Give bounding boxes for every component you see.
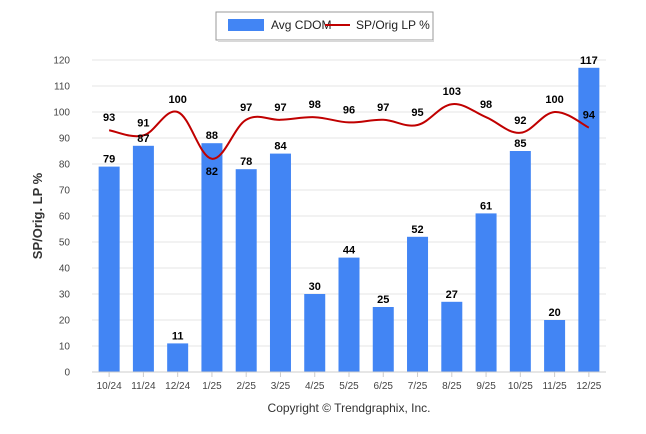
line-value-label: 95 (411, 107, 423, 119)
bar-2/25 (235, 169, 257, 372)
line-value-label: 100 (168, 94, 186, 106)
x-tick-label: 11/24 (131, 381, 156, 392)
bar-value-label: 11 (172, 330, 184, 342)
bar-3/25 (269, 153, 291, 372)
legend-box (215, 11, 434, 41)
line-value-label: 82 (206, 166, 218, 178)
legend-bar-label: Avg CDOM (271, 18, 331, 32)
y-tick-label: 40 (59, 264, 71, 275)
bar-9/25 (475, 213, 497, 372)
bar-value-label: 44 (343, 245, 356, 257)
bar-value-label: 117 (580, 55, 598, 67)
data-labels: 79 93 87 91 11 100 88 82 78 97 84 97 30 98 44 96 25 97 52 9… (103, 55, 598, 343)
bar-11/24 (132, 145, 154, 372)
line-sp-orig-lp (108, 103, 590, 160)
line-value-label: 97 (377, 102, 389, 114)
y-tick-label: 120 (53, 56, 70, 67)
bar-value-label: 30 (309, 281, 321, 293)
legend-box-shadow (218, 40, 434, 42)
bar-value-label: 88 (206, 130, 218, 142)
x-tick-label: 10/24 (97, 381, 122, 392)
bar-8/25 (441, 301, 463, 372)
line-value-label: 93 (103, 112, 115, 124)
bar-value-label: 79 (103, 154, 115, 166)
bar-value-label: 85 (514, 138, 526, 150)
x-tick-label: 5/25 (339, 381, 359, 392)
line-value-label: 100 (545, 94, 563, 106)
x-tick-labels: 10/24 11/24 12/24 1/25 2/25 3/25 4/25 5/25 6/25 7… (97, 372, 602, 392)
x-tick-label: 8/25 (442, 381, 462, 392)
line-value-label: 91 (137, 117, 149, 129)
x-tick-label: 4/25 (305, 381, 325, 392)
bar-1/25 (201, 143, 223, 372)
x-tick-label: 3/25 (271, 381, 291, 392)
line-value-label: 103 (443, 86, 461, 98)
y-tick-label: 80 (59, 160, 71, 171)
bar-4/25 (304, 294, 326, 372)
legend: Avg CDOM SP/Orig LP % (215, 11, 434, 42)
bar-value-label: 78 (240, 156, 252, 168)
bar-12/24 (167, 343, 189, 372)
legend-bar-swatch (228, 19, 264, 31)
line-value-label: 97 (274, 102, 286, 114)
line-value-label: 92 (514, 115, 526, 127)
x-tick-label: 10/25 (508, 381, 533, 392)
y-tick-label: 50 (59, 238, 71, 249)
grid-lines (92, 59, 606, 347)
bar-7/25 (407, 236, 429, 372)
x-tick-label: 2/25 (236, 381, 256, 392)
y-tick-label: 70 (59, 186, 71, 197)
y-tick-label: 20 (59, 316, 71, 327)
x-tick-label: 11/25 (542, 381, 567, 392)
x-tick-label: 9/25 (476, 381, 496, 392)
x-tick-label: 12/25 (576, 381, 601, 392)
line-value-label: 96 (343, 104, 355, 116)
bar-5/25 (338, 257, 360, 372)
bar-10/25 (509, 151, 531, 372)
y-tick-label: 90 (59, 134, 71, 145)
bar-6/25 (372, 307, 394, 372)
x-tick-label: 7/25 (408, 381, 428, 392)
line-value-label: 97 (240, 102, 252, 114)
bar-value-label: 87 (137, 133, 149, 145)
line-series (108, 103, 590, 160)
bar-value-label: 84 (274, 141, 287, 153)
y-tick-label: 30 (59, 290, 71, 301)
bar-value-label: 61 (480, 200, 492, 212)
bar-10/24 (98, 166, 120, 372)
y-tick-label: 100 (53, 108, 70, 119)
x-tick-label: 12/24 (165, 381, 190, 392)
bar-value-label: 27 (446, 289, 458, 301)
bar-value-label: 20 (548, 307, 560, 319)
y-tick-label: 60 (59, 212, 71, 223)
legend-line-label: SP/Orig LP % (356, 18, 430, 32)
line-value-label: 98 (480, 99, 492, 111)
y-tick-labels: 0 10 20 30 40 50 60 70 80 90 100 110 120 (53, 56, 70, 379)
bar-11/25 (544, 320, 566, 372)
y-tick-label: 10 (59, 342, 71, 353)
copyright-footer: Copyright © Trendgraphix, Inc. (268, 401, 431, 415)
y-tick-label: 110 (54, 82, 70, 93)
y-axis-title: SP/Orig. LP % (30, 172, 45, 259)
bar-12/25 (578, 67, 600, 373)
bar-series (98, 67, 600, 373)
x-tick-label: 6/25 (374, 381, 394, 392)
bar-value-label: 52 (411, 224, 423, 236)
y-tick-label: 0 (64, 368, 70, 379)
bar-value-label: 25 (377, 294, 389, 306)
x-tick-label: 1/25 (202, 381, 222, 392)
line-value-label: 94 (583, 110, 596, 122)
line-value-label: 98 (309, 99, 321, 111)
